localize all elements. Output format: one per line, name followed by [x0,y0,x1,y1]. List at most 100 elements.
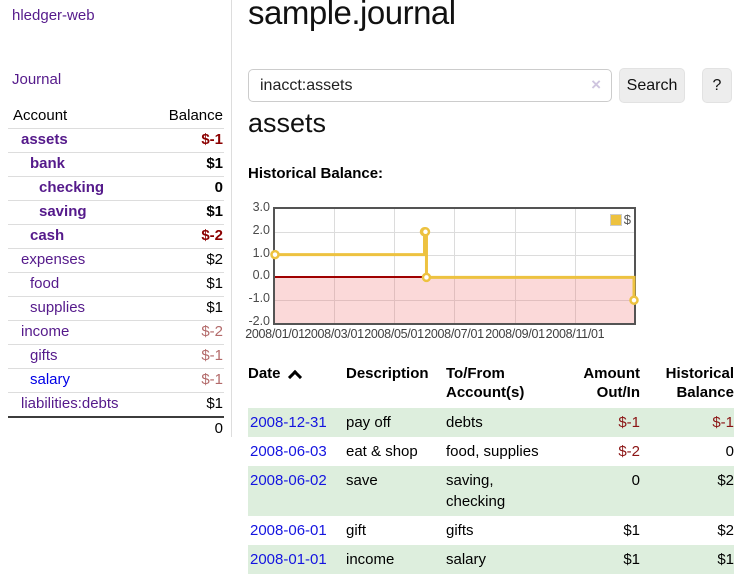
account-row: supplies $1 [8,296,224,321]
register-row: 2008-06-02 save saving, checking 0 $2 [248,466,734,516]
transaction-balance: $2 [717,522,734,539]
account-balance: $2 [147,248,224,273]
account-balance: $1 [147,152,224,177]
register-header-description: Description [346,365,429,382]
y-axis-tick-label: 3.0 [252,200,270,214]
sidebar-account-gifts[interactable]: gifts [30,347,58,364]
sidebar-account-assets[interactable]: assets [21,131,68,148]
sidebar-account-bank[interactable]: bank [30,155,66,172]
account-row: gifts $-1 [8,344,224,369]
sidebar-account-income[interactable]: income [21,323,70,340]
account-row: saving $1 [8,200,224,225]
transaction-accounts: debts [446,414,483,431]
register-header-row: Date Description To/From Account(s) Amount … [248,362,734,408]
y-axis-tick-label: 1.0 [252,245,270,260]
account-row: liabilities:debts $1 [8,392,224,418]
sidebar-account-cash[interactable]: cash [30,227,65,244]
transaction-amount: $1 [623,522,640,539]
y-axis-tick-label: 0.0 [252,268,270,283]
x-axis-tick-label: 2008/03/01 [304,327,364,341]
account-row: cash $-2 [8,224,224,249]
sidebar-account-salary[interactable]: salary [30,371,71,388]
search-button[interactable]: Search [619,68,685,103]
account-balance: $-1 [147,344,224,369]
account-row: income $-2 [8,320,224,345]
register-row: 2008-12-31 pay off debts $-1 $-1 [248,408,734,437]
transaction-amount: 0 [631,472,640,489]
transaction-accounts: salary [446,551,487,568]
sidebar-account-checking[interactable]: checking [39,179,105,196]
sidebar-account-expenses[interactable]: expenses [21,251,86,268]
transaction-description: income [346,551,395,568]
x-axis-tick-label: 2008/11/01 [545,327,605,341]
account-balance: $-1 [147,368,224,393]
data-point-marker [420,227,431,237]
account-balance: $1 [147,200,224,225]
transaction-date-link[interactable]: 2008-01-01 [250,551,327,568]
transaction-accounts: saving, checking [446,472,506,510]
account-row: checking 0 [8,176,224,201]
main-content: sample.journal × Search ? assets Histori… [245,0,734,582]
account-page-title: assets [248,108,327,138]
sidebar-account-liabilities-debts[interactable]: liabilities:debts [21,395,119,412]
account-balance: $1 [147,296,224,321]
transaction-balance: 0 [725,443,734,460]
account-row: assets $-1 [8,128,224,153]
transaction-balance: $1 [717,551,734,568]
account-balance: $-1 [147,128,224,153]
historical-balance-chart: $ 3.0 2.0 1.0 0.0 -1.0 -2.0 2008/01/01 2008/03… [245,200,734,345]
transaction-description: eat & shop [346,443,418,460]
y-axis-tick-label: -2.0 [248,314,270,328]
register-header-historical-balance: Historical Balance [665,365,734,401]
y-axis-tick-label: 2.0 [252,222,270,237]
account-row: expenses $2 [8,248,224,273]
register-header-date[interactable]: Date [248,362,346,408]
chart-title-label: Historical Balance: [248,165,384,182]
data-point-marker [629,295,639,305]
sidebar-account-food[interactable]: food [30,275,60,292]
app-brand-link[interactable]: hledger-web [12,7,95,24]
transaction-accounts: gifts [446,522,474,539]
transaction-description: gift [346,522,367,539]
account-row: salary $-1 [8,368,224,393]
chart-gridline [574,209,576,323]
data-point-marker [270,249,280,260]
transaction-balance: $-1 [712,414,734,431]
transaction-amount: $1 [623,551,640,568]
transaction-date-link[interactable]: 2008-12-31 [250,414,327,431]
chart-gridline [394,209,395,323]
legend-swatch-icon [609,213,622,226]
transaction-date-link[interactable]: 2008-06-01 [250,522,327,539]
accounts-table: Account Balance assets $-1 bank $1 checking 0… [8,104,224,441]
help-button[interactable]: ? [702,68,732,103]
chart-gridline [275,254,634,256]
data-point-marker [421,272,432,283]
chart-gridline [275,231,634,233]
x-axis-tick-label: 2008/05/01 [364,327,424,341]
accounts-table-header-row: Account Balance [8,104,224,129]
account-balance: $1 [147,272,224,297]
transaction-date-link[interactable]: 2008-06-02 [250,472,327,489]
chart-legend: $ [609,212,631,227]
chart-plot-area[interactable]: $ [270,207,639,325]
transaction-date-link[interactable]: 2008-06-03 [250,443,327,460]
clear-search-icon[interactable]: × [591,75,601,94]
y-axis-tick-label: -1.0 [248,291,270,306]
register-header-to-from-account-s: To/From Account(s) [446,365,525,401]
transaction-balance: $2 [717,472,734,489]
transaction-amount: $-2 [618,443,640,460]
account-balance: $-2 [147,224,224,249]
register-row: 2008-01-01 income salary $1 $1 [248,545,734,574]
transaction-description: pay off [346,414,391,431]
sidebar-account-saving[interactable]: saving [39,203,87,220]
search-input[interactable] [260,70,580,101]
x-axis-tick-label: 2008/07/01 [424,327,484,341]
sidebar-account-supplies[interactable]: supplies [30,299,86,316]
chart-gridline [454,209,455,323]
register-table: Date Description To/From Account(s) Amount … [248,362,734,574]
account-balance: $1 [147,392,224,418]
sidebar-item-journal[interactable]: Journal [12,71,62,88]
search-bar: × Search ? [248,68,734,103]
x-axis-tick-label: 2008/01/01 [245,327,305,341]
